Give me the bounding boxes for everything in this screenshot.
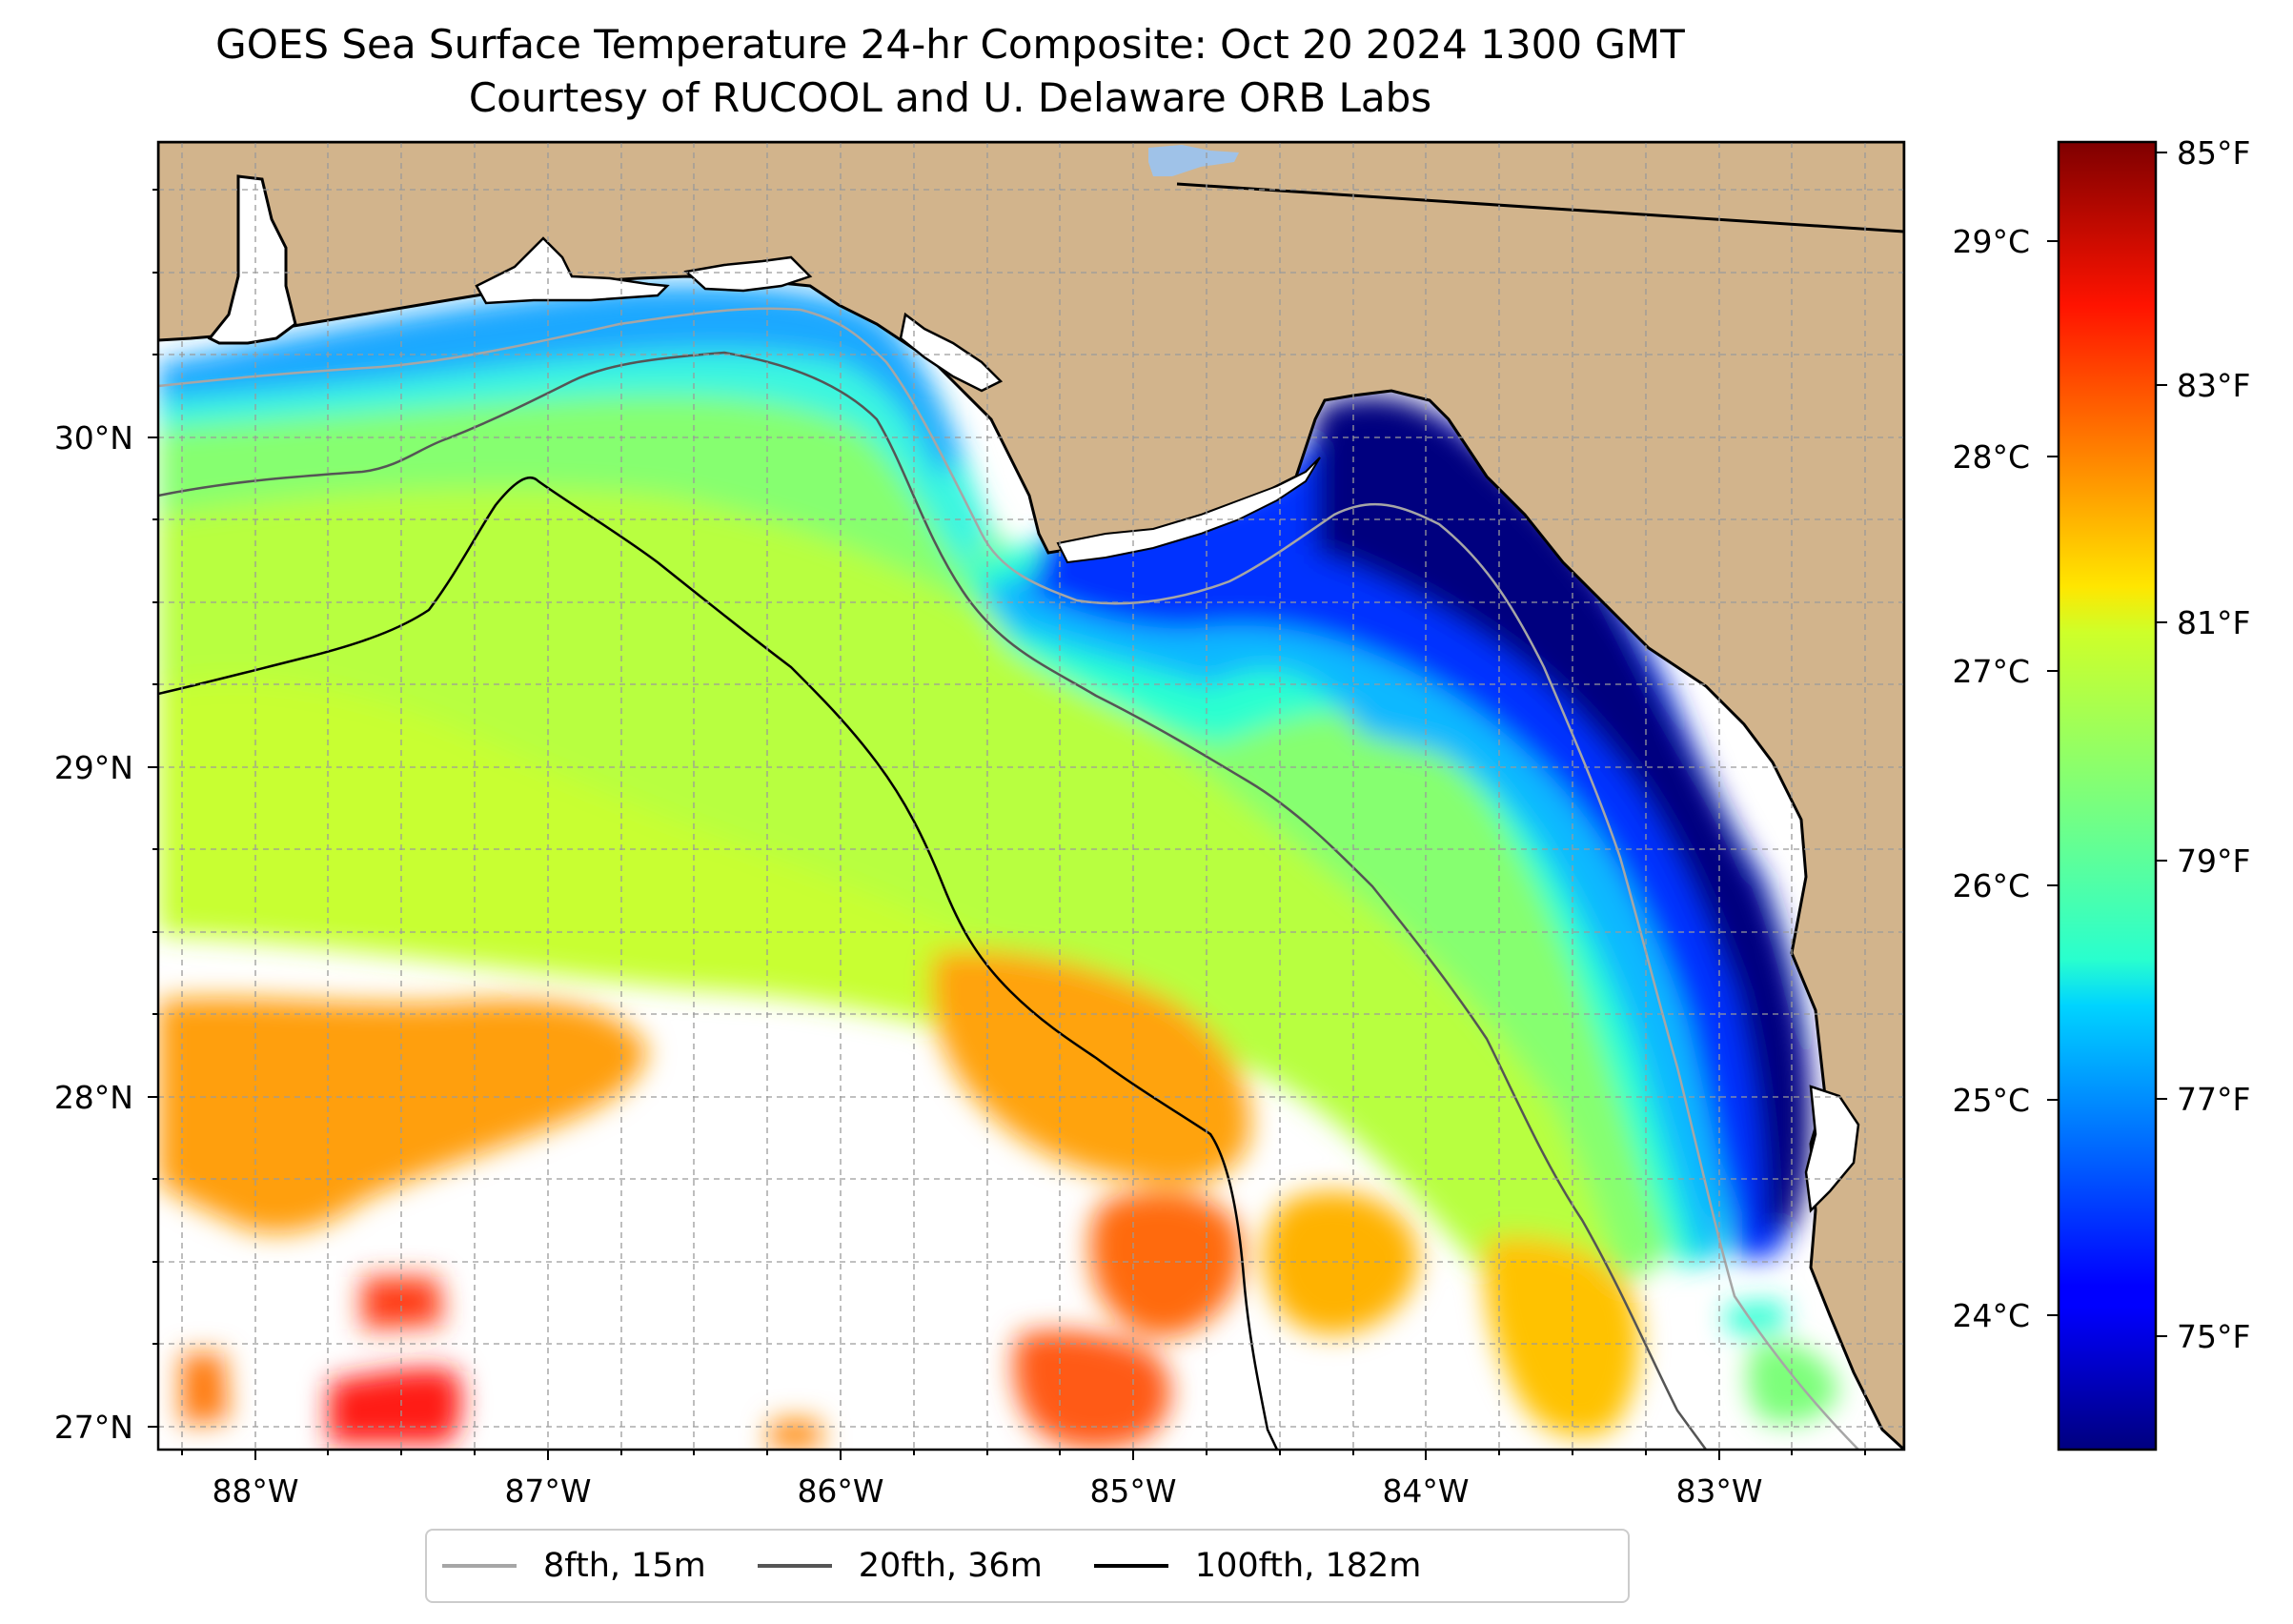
legend-item-36m: 20fth, 36m (757, 1547, 1043, 1585)
colorbar-label-83f: 83°F (2177, 367, 2250, 404)
lat-label-28n: 28°N (54, 1079, 133, 1116)
colorbar-ticks (2047, 152, 2167, 1337)
lon-label-88w: 88°W (212, 1472, 298, 1510)
map-area (158, 142, 1904, 1450)
map-subtitle: Courtesy of RUCOOL and U. Delaware ORB L… (468, 74, 1432, 121)
apalachee-coast (1056, 457, 1321, 564)
lat-label-29n: 29°N (54, 749, 133, 786)
colorbar-label-79f: 79°F (2177, 842, 2250, 880)
legend-swatch-36m (757, 1564, 832, 1568)
lat-label-30n: 30°N (54, 419, 133, 457)
legend-label-36m: 20fth, 36m (858, 1547, 1043, 1585)
mobile-bay (207, 174, 297, 345)
gridlines (158, 142, 1904, 1450)
lon-label-86w: 86°W (797, 1472, 883, 1510)
land-mass (158, 142, 1904, 1450)
legend-label-182m: 100fth, 182m (1194, 1547, 1422, 1585)
isobath-15m (158, 307, 1859, 1450)
colorbar-label-29c: 29°C (1952, 223, 2030, 260)
isobath-182m (158, 476, 1279, 1450)
lake (1148, 145, 1239, 176)
colorbar-frame (2057, 140, 2158, 1451)
colorbar-label-75f: 75°F (2177, 1318, 2250, 1355)
colorbar-label-25c: 25°C (1952, 1082, 2030, 1119)
legend-item-182m: 100fth, 182m (1093, 1547, 1422, 1585)
colorbar (2059, 142, 2156, 1450)
lon-label-85w: 85°W (1089, 1472, 1176, 1510)
colorbar-label-81f: 81°F (2177, 604, 2250, 641)
map-title: GOES Sea Surface Temperature 24-hr Compo… (215, 21, 1685, 68)
legend-swatch-15m (442, 1564, 517, 1568)
lon-label-87w: 87°W (504, 1472, 591, 1510)
pensacola-bay (475, 236, 670, 305)
lat-label-27n: 27°N (54, 1409, 133, 1446)
choctawhatchee-bay (683, 255, 813, 293)
apalachicola-bay (899, 312, 1004, 393)
colorbar-label-85f: 85°F (2177, 134, 2250, 172)
lon-label-84w: 84°W (1382, 1472, 1469, 1510)
isobath-legend: 8fth, 15m 20fth, 36m 100fth, 182m (425, 1529, 1630, 1603)
legend-label-15m: 8fth, 15m (543, 1547, 706, 1585)
colorbar-label-27c: 27°C (1952, 653, 2030, 690)
lon-label-83w: 83°W (1675, 1472, 1762, 1510)
isobath-36m (158, 351, 1708, 1450)
legend-item-15m: 8fth, 15m (442, 1547, 706, 1585)
state-border (1176, 182, 1904, 233)
colorbar-label-24c: 24°C (1952, 1297, 2030, 1334)
colorbar-label-28c: 28°C (1952, 438, 2030, 476)
legend-swatch-182m (1093, 1564, 1168, 1568)
colorbar-label-26c: 26°C (1952, 867, 2030, 904)
axis-ticks (148, 189, 1866, 1460)
colorbar-label-77f: 77°F (2177, 1081, 2250, 1118)
map-frame (156, 140, 1906, 1451)
